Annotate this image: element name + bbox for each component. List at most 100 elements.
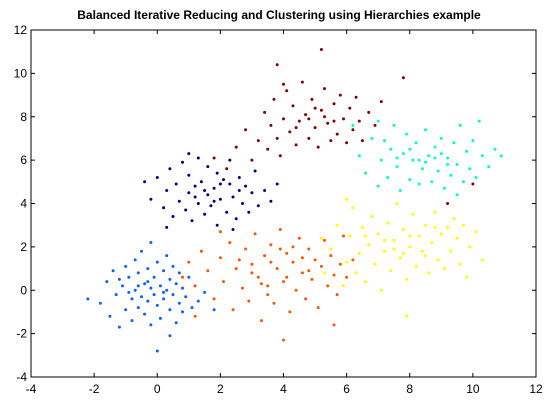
data-point [263, 110, 267, 114]
data-point [424, 128, 427, 132]
data-point [436, 258, 440, 262]
axis-ticks: -4 -2 0 2 4 6 8 10 12 -4 -2 0 2 4 6 8 10 12 [14, 23, 543, 396]
data-point [206, 165, 210, 169]
data-point [250, 158, 254, 162]
data-point [351, 258, 355, 262]
data-point [218, 230, 222, 234]
data-point [282, 280, 285, 284]
data-point [209, 204, 213, 208]
data-point [253, 232, 257, 236]
data-point [155, 260, 159, 264]
data-point [461, 223, 465, 227]
data-point [455, 163, 459, 166]
x-tick-label: 6 [343, 382, 350, 396]
data-point [420, 249, 424, 253]
data-point [398, 189, 402, 192]
data-point [338, 93, 342, 97]
data-point [461, 180, 465, 184]
data-point [174, 282, 178, 286]
data-point [181, 160, 184, 164]
data-point [323, 271, 326, 275]
data-point [329, 254, 333, 258]
y-tick-label: 2 [20, 240, 27, 254]
data-point [272, 97, 276, 101]
data-point [499, 154, 503, 158]
data-point [370, 215, 374, 218]
data-point [241, 286, 244, 290]
data-point [401, 228, 405, 231]
data-point [408, 245, 412, 249]
data-point [222, 280, 225, 284]
data-point [294, 143, 298, 147]
data-point [458, 123, 462, 127]
data-point [345, 197, 349, 201]
y-tick-label: -4 [16, 370, 27, 384]
data-point [408, 147, 412, 151]
data-point [360, 225, 364, 229]
data-point [332, 102, 336, 106]
data-point [196, 156, 200, 160]
data-point [401, 251, 405, 255]
data-point [348, 106, 352, 110]
data-point [455, 193, 459, 197]
data-point [427, 271, 431, 275]
data-point [335, 223, 339, 227]
data-point [427, 154, 431, 158]
data-point [146, 280, 150, 284]
data-point [190, 219, 194, 223]
data-point [133, 258, 137, 262]
data-point [405, 132, 409, 136]
data-point [345, 260, 349, 264]
data-point [357, 119, 361, 123]
data-point [319, 48, 323, 51]
data-point [379, 158, 383, 162]
data-point [401, 152, 405, 156]
y-tick-label: 0 [20, 283, 27, 297]
data-point [420, 167, 424, 171]
data-point [256, 204, 260, 208]
data-point [263, 254, 267, 258]
data-point [212, 308, 216, 312]
data-point [171, 264, 175, 268]
data-point [383, 139, 386, 143]
data-point [417, 158, 421, 162]
data-point [282, 82, 285, 86]
data-point [364, 171, 368, 175]
data-point [300, 256, 304, 260]
data-point [351, 206, 355, 210]
data-point [269, 123, 273, 127]
data-point [234, 267, 238, 271]
data-point [231, 308, 235, 312]
data-point [285, 89, 289, 93]
data-point [335, 293, 339, 297]
points-layer [86, 48, 503, 353]
data-point [291, 245, 295, 249]
data-point [373, 262, 377, 266]
data-point [285, 251, 289, 255]
data-point [218, 197, 222, 201]
data-point [143, 282, 147, 286]
data-point [215, 171, 219, 175]
data-point [405, 314, 409, 318]
data-point [199, 180, 203, 184]
data-point [323, 238, 326, 242]
data-point [487, 165, 491, 169]
data-point [443, 267, 446, 271]
data-point [342, 284, 345, 288]
data-point [140, 249, 143, 253]
data-point [155, 303, 159, 307]
data-point [269, 199, 273, 203]
data-point [193, 284, 197, 288]
data-point [275, 182, 279, 186]
data-point [304, 113, 308, 117]
data-point [143, 312, 147, 316]
data-point [149, 197, 153, 201]
data-point [329, 139, 333, 143]
data-point [244, 184, 248, 188]
data-point [121, 284, 124, 288]
x-tick-label: 4 [280, 382, 287, 396]
chart-title: Balanced Iterative Reducing and Clusteri… [77, 8, 481, 22]
data-point [313, 126, 317, 130]
data-point [386, 176, 390, 179]
